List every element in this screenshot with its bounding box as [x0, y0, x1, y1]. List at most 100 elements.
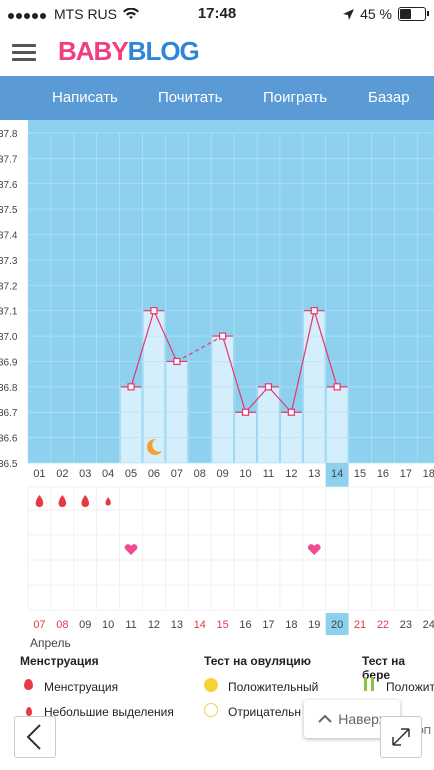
status-time: 17:48	[197, 5, 237, 22]
app-header: BABYBLOG	[0, 28, 434, 76]
y-tick-label: 37.2	[0, 281, 18, 292]
day-label[interactable]: 09	[217, 468, 229, 480]
menu-icon[interactable]	[12, 44, 36, 62]
y-axis-area	[0, 120, 28, 463]
date-label[interactable]: 22	[377, 619, 389, 631]
signal-icon	[8, 6, 48, 22]
menstruation-drop-icon	[24, 679, 33, 693]
day-label[interactable]: 05	[125, 468, 137, 480]
small-drop-icon	[105, 497, 111, 506]
temp-point[interactable]	[241, 408, 250, 416]
legend-ovulation-title: Тест на овуляцию	[204, 654, 311, 668]
temp-bar	[258, 386, 279, 463]
temp-line	[268, 386, 292, 413]
date-label[interactable]: 13	[171, 619, 183, 631]
expand-icon	[392, 728, 410, 746]
date-label[interactable]: 20	[331, 619, 343, 631]
day-label[interactable]: 12	[285, 468, 297, 480]
status-left: MTS RUS	[8, 6, 139, 22]
legend-menstruation-title: Менструация	[20, 654, 99, 668]
y-tick-label: 37.0	[0, 332, 18, 343]
day-label[interactable]: 02	[56, 468, 68, 480]
chevron-left-icon	[26, 724, 41, 750]
day-label[interactable]: 10	[239, 468, 251, 480]
temp-point[interactable]	[287, 408, 295, 416]
legend-pregnancy-title: Тест на бере	[362, 654, 406, 682]
date-label[interactable]: 09	[79, 619, 91, 631]
status-right: 45 %	[343, 6, 429, 22]
y-tick-label: 37.7	[0, 154, 18, 165]
y-tick-label: 36.6	[0, 434, 18, 445]
date-label[interactable]: 07	[33, 619, 45, 631]
date-label[interactable]: 08	[56, 619, 68, 631]
day-label[interactable]: 07	[171, 468, 183, 480]
temp-point[interactable]	[264, 383, 273, 391]
date-label[interactable]: 10	[102, 619, 114, 631]
nav-item-play[interactable]: Поиграть	[263, 89, 328, 106]
temp-line	[313, 310, 338, 388]
temp-bar	[326, 386, 348, 463]
day-label[interactable]: 08	[194, 468, 206, 480]
date-label[interactable]: 17	[262, 619, 274, 631]
small-drop-icon	[26, 705, 32, 719]
day-label[interactable]: 06	[148, 468, 160, 480]
back-button[interactable]	[14, 716, 56, 758]
legend-positive: Положительный	[228, 680, 319, 694]
logo-part2: BLOG	[127, 36, 200, 66]
legend-negative: Отрицательн	[228, 705, 302, 719]
y-tick-label: 36.8	[0, 383, 18, 394]
y-tick-label: 37.1	[0, 307, 18, 318]
date-label[interactable]: 12	[148, 619, 160, 631]
date-label[interactable]: 19	[308, 619, 320, 631]
day-label[interactable]: 11	[263, 468, 274, 480]
date-label[interactable]: 23	[400, 619, 412, 631]
temp-point[interactable]	[173, 357, 181, 366]
temp-point[interactable]	[219, 332, 227, 340]
temp-line	[153, 310, 178, 362]
logo[interactable]: BABYBLOG	[58, 36, 200, 67]
day-label[interactable]: 18	[423, 468, 434, 480]
date-label[interactable]: 18	[285, 619, 297, 631]
nav-item-write[interactable]: Написать	[52, 89, 118, 106]
date-label[interactable]: 16	[239, 619, 251, 631]
date-label[interactable]: 14	[194, 619, 206, 631]
day-label[interactable]: 17	[400, 468, 412, 480]
menstruation-drop-icon	[58, 495, 67, 507]
nav-item-read[interactable]: Почитать	[158, 89, 223, 106]
expand-button[interactable]	[380, 716, 422, 758]
heart-icon	[124, 544, 138, 555]
date-label[interactable]: 24	[423, 619, 434, 631]
negative-circle-icon	[204, 703, 218, 717]
y-tick-label: 37.5	[0, 205, 18, 216]
temp-line	[290, 310, 315, 413]
temp-line	[245, 386, 269, 413]
y-tick-label: 36.7	[0, 408, 18, 419]
menstruation-drop-icon	[81, 495, 89, 507]
temp-point[interactable]	[127, 383, 135, 391]
day-label[interactable]: 03	[79, 468, 91, 480]
status-bar: MTS RUS 17:48 45 %	[0, 0, 434, 28]
temp-point[interactable]	[333, 383, 341, 391]
wifi-icon	[123, 8, 139, 19]
day-label[interactable]: 04	[102, 468, 114, 480]
day-label[interactable]: 16	[377, 468, 389, 480]
moon-icon	[147, 438, 162, 455]
nav-item-market[interactable]: Базар	[368, 89, 410, 106]
scroll-top-label: Наверх	[338, 711, 386, 727]
day-label[interactable]: 13	[308, 468, 320, 480]
date-label[interactable]: 15	[217, 619, 229, 631]
date-label[interactable]: 21	[354, 619, 366, 631]
legend: Менструация Тест на овуляцию Тест на бер…	[0, 650, 434, 770]
date-label[interactable]: 11	[125, 619, 136, 631]
temp-point[interactable]	[310, 307, 318, 315]
day-label[interactable]: 01	[33, 468, 45, 480]
logo-part1: BABY	[58, 36, 129, 66]
day-label[interactable]: 15	[354, 468, 366, 480]
day-label[interactable]: 14	[331, 468, 343, 480]
legend-menstruation-item: Менструация	[44, 680, 119, 694]
chevron-up-icon	[318, 714, 332, 723]
temp-point[interactable]	[150, 307, 158, 315]
y-tick-label: 37.8	[0, 129, 18, 140]
location-icon	[343, 8, 355, 20]
y-tick-label: 36.5	[0, 459, 18, 470]
